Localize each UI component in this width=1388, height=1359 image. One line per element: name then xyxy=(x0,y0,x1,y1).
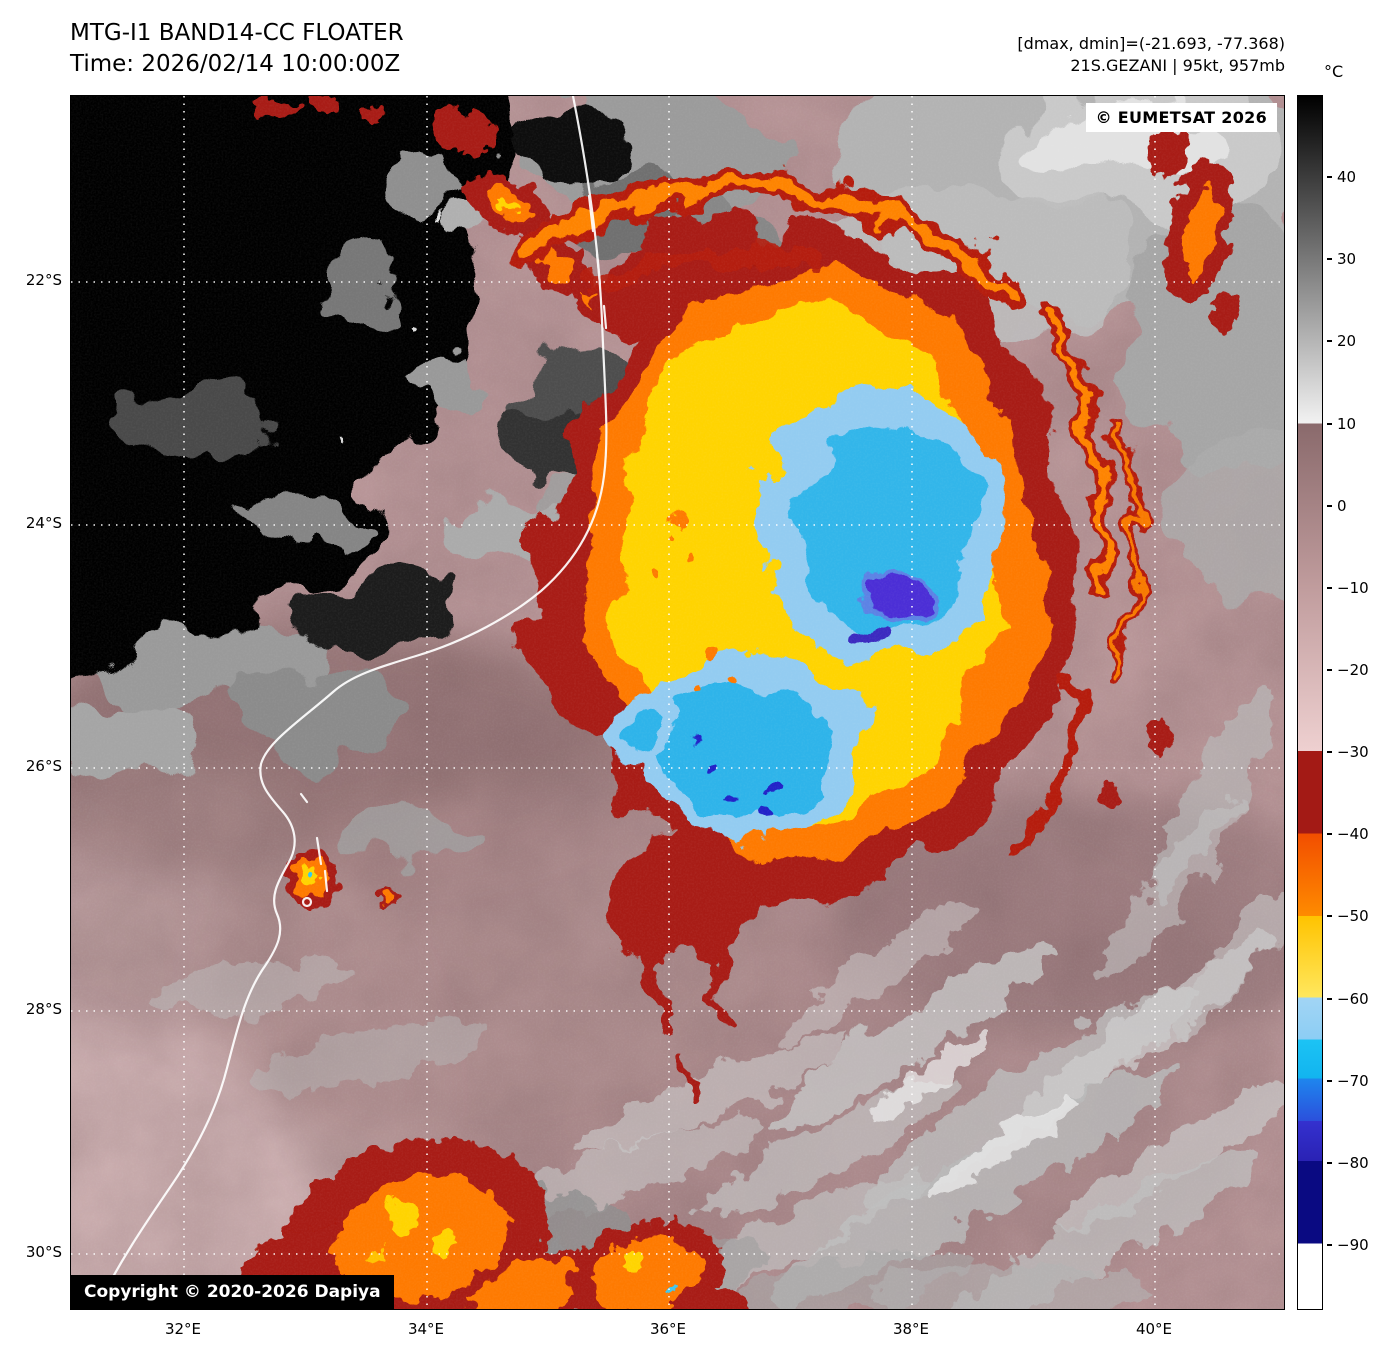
lon-label-32e: 32°E xyxy=(164,1320,202,1338)
lat-label-30s: 30°S xyxy=(25,1243,62,1261)
colorbar-tick: 20 xyxy=(1327,332,1356,350)
colorbar-tick: 10 xyxy=(1327,415,1356,433)
lat-label-28s: 28°S xyxy=(25,1000,62,1018)
colorbar-tick: −20 xyxy=(1327,661,1369,679)
lat-label-26s: 26°S xyxy=(25,757,62,775)
colorbar-tick: −80 xyxy=(1327,1154,1369,1172)
copyright-badge: Copyright © 2020-2026 Dapiya xyxy=(71,1275,394,1309)
product-title: MTG-I1 BAND14-CC FLOATER xyxy=(70,20,404,46)
colorbar-tick: 40 xyxy=(1327,168,1356,186)
grain-overlay xyxy=(71,96,1284,1309)
graticule xyxy=(71,96,1284,1309)
colorbar-tick: −40 xyxy=(1327,825,1369,843)
product-time: Time: 2026/02/14 10:00:00Z xyxy=(70,51,401,77)
colorbar-tick: −50 xyxy=(1327,907,1369,925)
eumetsat-credit-badge: © EUMETSAT 2026 xyxy=(1085,103,1277,132)
colorbar-tick: −60 xyxy=(1327,990,1369,1008)
colorbar-tick: −30 xyxy=(1327,743,1369,761)
lon-label-40e: 40°E xyxy=(1135,1320,1173,1338)
satellite-scene xyxy=(71,96,1284,1309)
lat-label-22s: 22°S xyxy=(25,271,62,289)
lon-label-38e: 38°E xyxy=(892,1320,930,1338)
temperature-colorbar xyxy=(1297,95,1323,1310)
coastline xyxy=(94,96,608,1309)
dmax-dmin-readout: [dmax, dmin]=(-21.693, -77.368) xyxy=(1017,34,1285,53)
lon-label-36e: 36°E xyxy=(649,1320,687,1338)
colorbar-tick: 30 xyxy=(1327,250,1356,268)
header-left: MTG-I1 BAND14-CC FLOATER Time: 2026/02/1… xyxy=(70,18,404,80)
colorbar-tick: −90 xyxy=(1327,1236,1369,1254)
satellite-map: © EUMETSAT 2026 Copyright © 2020-2026 Da… xyxy=(70,95,1285,1310)
colorbar-unit-label: °C xyxy=(1324,62,1344,81)
lat-label-24s: 24°S xyxy=(25,514,62,532)
colorbar-tick: 0 xyxy=(1327,497,1347,515)
header-right: [dmax, dmin]=(-21.693, -77.368) 21S.GEZA… xyxy=(1017,33,1285,77)
colorbar-tick: −10 xyxy=(1327,579,1369,597)
lon-label-34e: 34°E xyxy=(407,1320,445,1338)
storm-info-readout: 21S.GEZANI | 95kt, 957mb xyxy=(1070,56,1285,75)
colorbar-tick: −70 xyxy=(1327,1072,1369,1090)
